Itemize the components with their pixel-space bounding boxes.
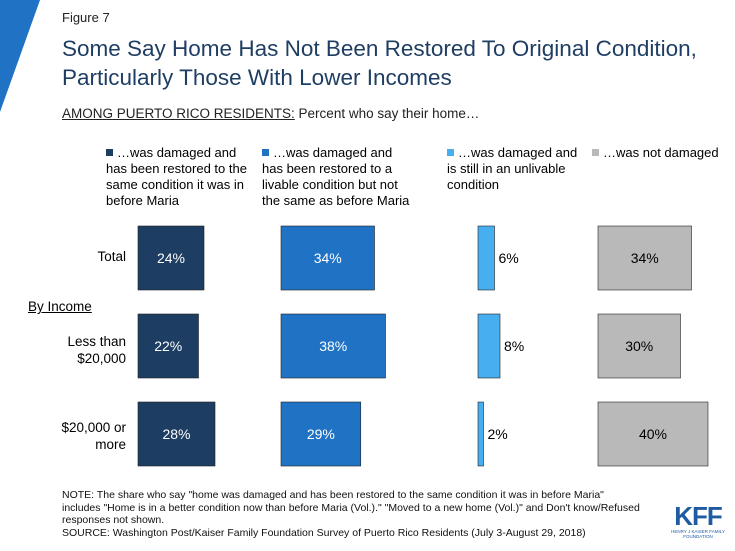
row-label-20k-or-more: $20,000 or more — [61, 420, 126, 452]
data-label-unlivable-under-20k: 8% — [504, 338, 524, 354]
corner-accent-shape — [0, 0, 40, 112]
chart-subtitle: AMONG PUERTO RICO RESIDENTS: Percent who… — [62, 106, 479, 121]
bar-chart: 24% 22% 28% 34% 38% 29% 6% 8% 2% 34% 30% 40% — [137, 225, 709, 467]
data-label-restored-livable-20k-or-more: 29% — [307, 426, 335, 442]
legend-label: …was damaged and is still in an unlivabl… — [447, 145, 578, 192]
logo-subtext: HENRY J KAISER FAMILY FOUNDATION — [671, 529, 725, 539]
bar-unlivable-20k-or-more — [477, 401, 484, 467]
chart-title: Some Say Home Has Not Been Restored To O… — [62, 36, 697, 90]
legend-item-not-damaged: …was not damaged — [592, 145, 732, 161]
data-label-unlivable-total: 6% — [499, 250, 519, 266]
subtitle-population: AMONG PUERTO RICO RESIDENTS: — [62, 106, 295, 121]
note-text: NOTE: The share who say "home was damage… — [62, 489, 640, 526]
bar-restored-same-under-20k — [137, 313, 199, 379]
legend-label: …was not damaged — [603, 145, 719, 160]
row-label-under-20k: Less than $20,000 — [67, 334, 126, 366]
footnote: NOTE: The share who say "home was damage… — [62, 489, 642, 539]
legend-item-unlivable: …was damaged and is still in an unlivabl… — [447, 145, 587, 193]
data-label-restored-same-total: 24% — [157, 250, 185, 266]
data-label-restored-livable-total: 34% — [314, 250, 342, 266]
data-label-unlivable-20k-or-more: 2% — [488, 426, 508, 442]
data-label-restored-same-under-20k: 22% — [154, 338, 182, 354]
legend-swatch — [447, 149, 454, 156]
bar-restored-livable-total — [280, 225, 375, 291]
data-label-not-damaged-20k-or-more: 40% — [639, 426, 667, 442]
data-label-not-damaged-total: 34% — [631, 250, 659, 266]
subtitle-question: Percent who say their home… — [294, 106, 480, 121]
bar-restored-livable-under-20k — [280, 313, 386, 379]
legend-swatch — [262, 149, 269, 156]
by-income-heading: By Income — [28, 299, 92, 314]
bar-unlivable-under-20k — [477, 313, 501, 379]
kff-logo: KFF HENRY J KAISER FAMILY FOUNDATION — [669, 503, 727, 539]
bar-not-damaged-under-20k — [597, 313, 681, 379]
legend-item-restored-livable: …was damaged and has been restored to a … — [262, 145, 412, 209]
legend-swatch — [592, 149, 599, 156]
source-text: SOURCE: Washington Post/Kaiser Family Fo… — [62, 526, 586, 539]
bar-unlivable-total — [477, 225, 495, 291]
legend-item-restored-same: …was damaged and has been restored to th… — [106, 145, 256, 209]
bar-not-damaged-total — [597, 225, 692, 291]
row-label-total: Total — [97, 249, 126, 264]
bar-restored-livable-20k-or-more — [280, 401, 362, 467]
logo-text: KFF — [674, 501, 723, 531]
data-label-restored-livable-under-20k: 38% — [319, 338, 347, 354]
legend-label: …was damaged and has been restored to a … — [262, 145, 410, 208]
data-label-not-damaged-under-20k: 30% — [625, 338, 653, 354]
bar-not-damaged-20k-or-more — [597, 401, 709, 467]
data-label-restored-same-20k-or-more: 28% — [162, 426, 190, 442]
legend-label: …was damaged and has been restored to th… — [106, 145, 247, 208]
figure-label: Figure 7 — [62, 10, 110, 25]
bar-restored-same-total — [137, 225, 205, 291]
legend-swatch — [106, 149, 113, 156]
bar-restored-same-20k-or-more — [137, 401, 216, 467]
